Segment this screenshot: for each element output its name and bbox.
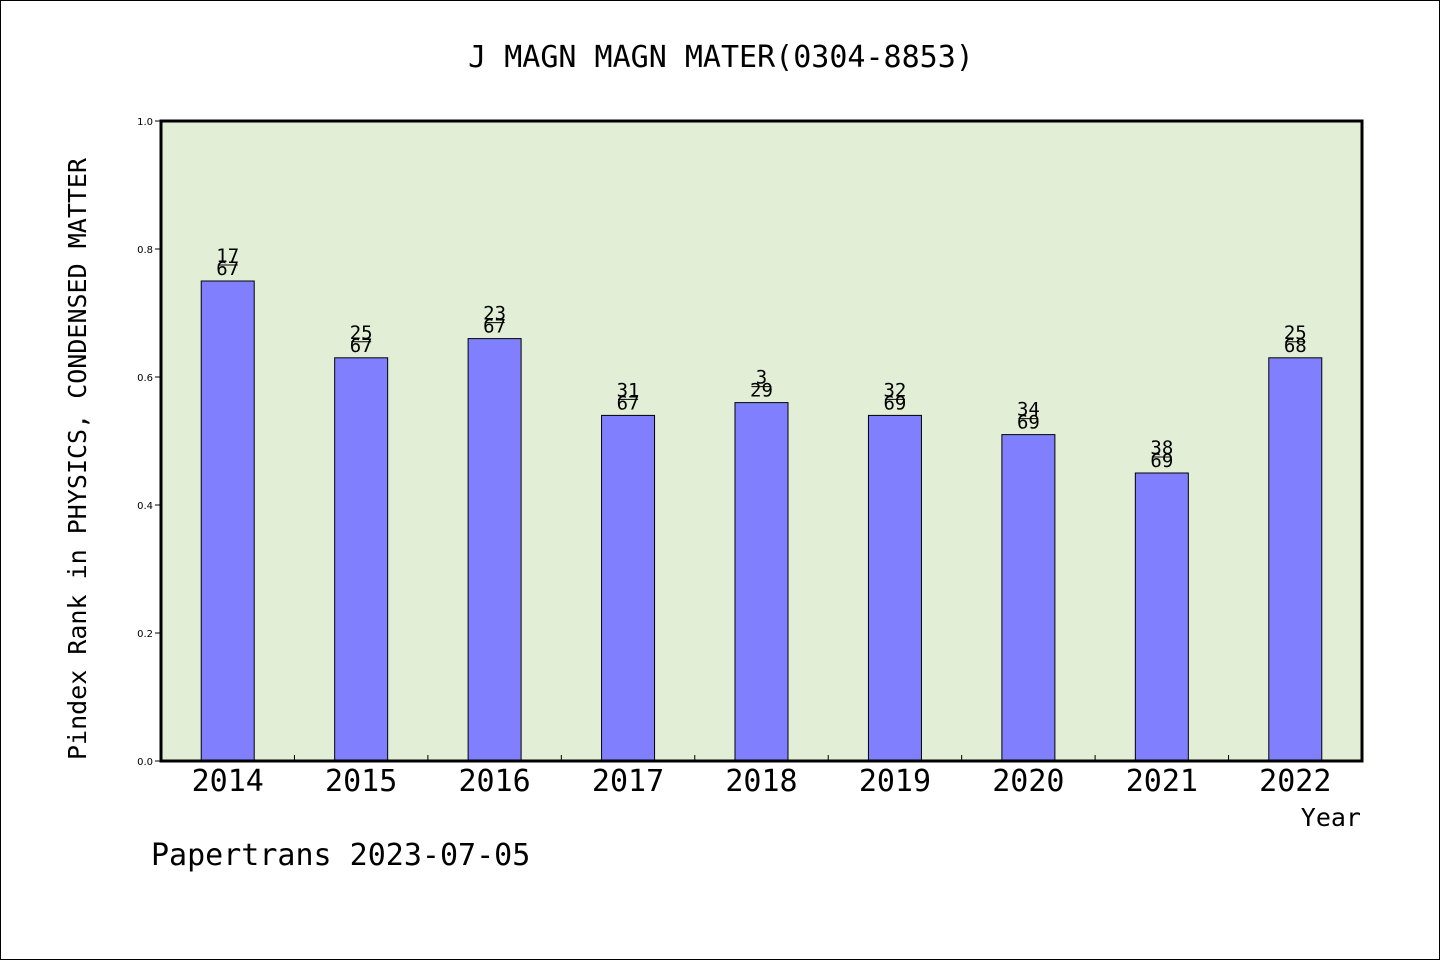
total-label: 69 [883, 392, 906, 414]
rank-label: 23 [483, 303, 506, 325]
y-tick-label: 0.0 [137, 757, 153, 768]
y-axis-label: Pindex Rank in PHYSICS, CONDENSED MATTER [63, 157, 92, 760]
bar-2020 [1001, 434, 1056, 762]
x-tick-label: 2021 [1126, 764, 1198, 799]
x-tick-label: 2015 [325, 764, 397, 799]
total-label: 69 [1017, 412, 1040, 434]
rank-label: 38 [1150, 437, 1173, 459]
bar-2021 [1134, 472, 1189, 762]
rank-label: 25 [350, 322, 373, 344]
x-tick-label: 2017 [592, 764, 664, 799]
x-tick-label: 2019 [859, 764, 931, 799]
bar-2014 [200, 280, 255, 762]
x-tick-label: 2014 [192, 764, 264, 799]
bar-2018 [734, 402, 789, 762]
rank-label: 32 [883, 379, 906, 401]
footer-credit: Papertrans 2023-07-05 [151, 838, 530, 873]
rank-label: 34 [1017, 399, 1040, 421]
y-tick-label: 0.8 [137, 245, 153, 256]
total-label: 67 [483, 316, 506, 338]
bar-2017 [601, 414, 656, 762]
total-label: 69 [1150, 450, 1173, 472]
y-axis: 0.0 0.2 0.4 0.6 0.8 1.0 [137, 117, 161, 768]
rank-label: 25 [1284, 322, 1307, 344]
chart-title: J MAGN MAGN MATER(0304-8853) [468, 40, 974, 75]
x-tick-label: 2022 [1259, 764, 1331, 799]
rank-label: 3 [756, 367, 767, 389]
y-tick-label: 0.4 [137, 501, 153, 512]
bar-2019 [867, 414, 922, 762]
x-axis: 2014 2015 2016 2017 2018 2019 2020 2021 2022 [192, 755, 1331, 799]
y-tick-label: 0.6 [137, 373, 153, 384]
y-tick-label: 1.0 [137, 117, 153, 128]
x-axis-label: Year [1301, 803, 1361, 832]
total-label: 29 [750, 380, 773, 402]
total-label: 67 [350, 335, 373, 357]
x-tick-label: 2018 [725, 764, 797, 799]
plot-border [159, 119, 1364, 763]
bar-2016 [467, 338, 522, 762]
x-tick-label: 2016 [458, 764, 530, 799]
bar-2015 [334, 357, 389, 762]
total-label: 67 [216, 258, 239, 280]
x-tick-label: 2020 [992, 764, 1064, 799]
bar-2022 [1268, 357, 1323, 762]
total-label: 68 [1284, 335, 1307, 357]
rank-label: 17 [216, 245, 239, 267]
bars [200, 280, 1323, 762]
y-tick-label: 0.2 [137, 629, 153, 640]
total-label: 67 [617, 392, 640, 414]
rank-label: 31 [617, 379, 640, 401]
